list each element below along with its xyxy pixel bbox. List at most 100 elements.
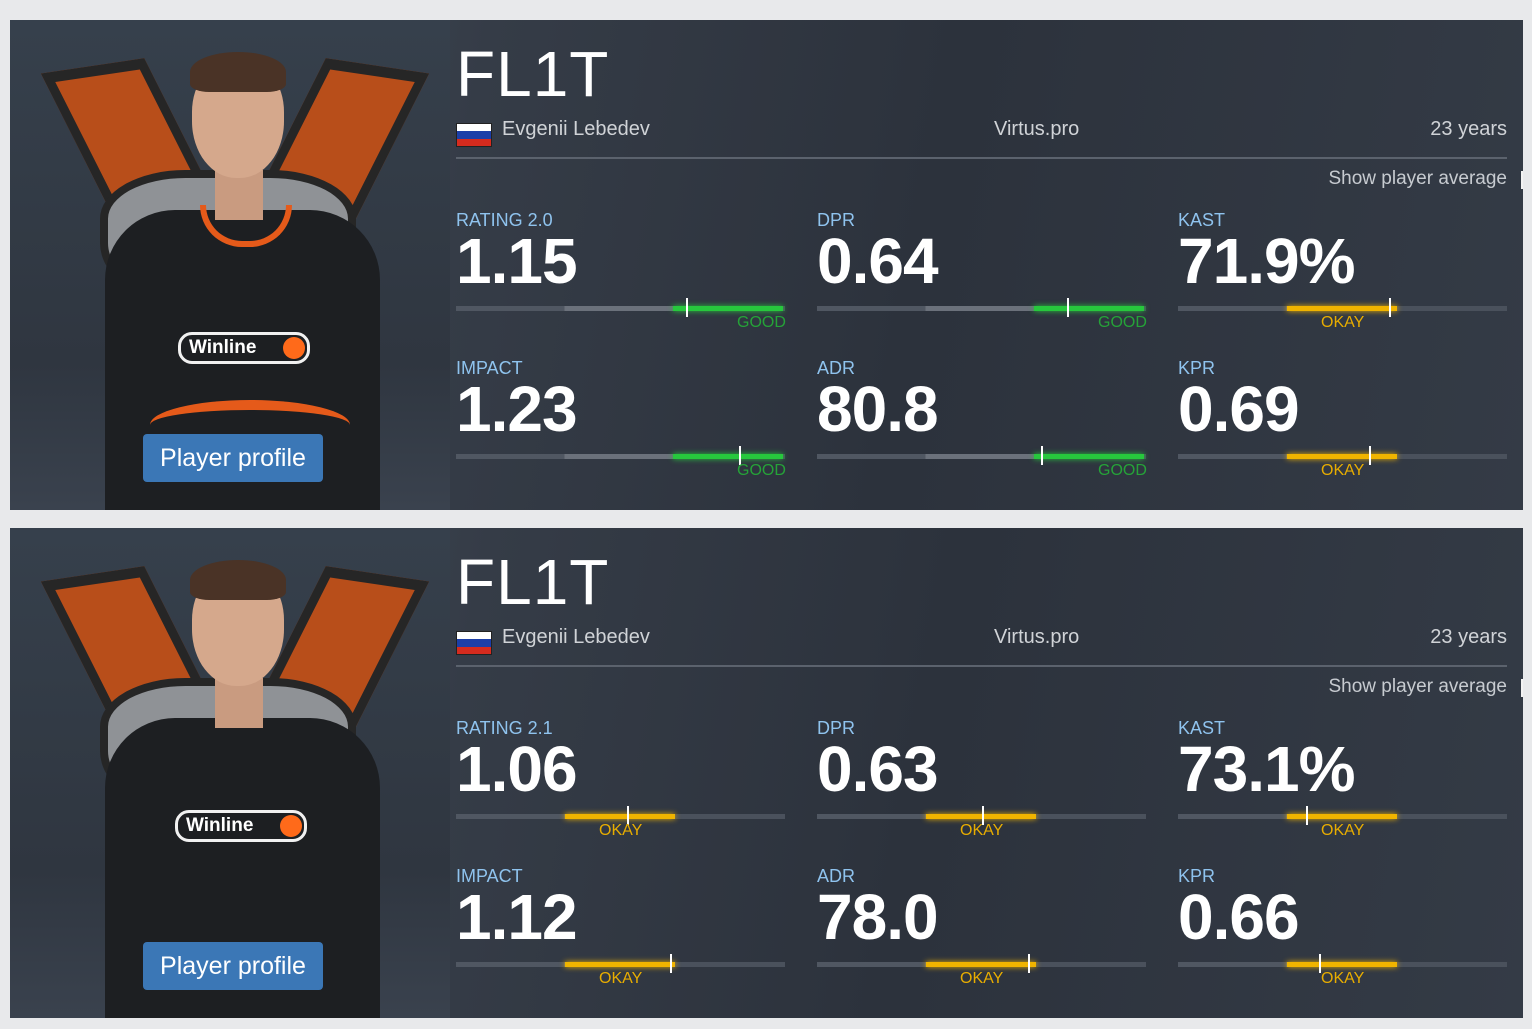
shirt-sponsor-logo: Winline: [175, 810, 307, 842]
stat-rating-bar: [817, 954, 1146, 973]
stat-marker: [981, 806, 984, 825]
player-card: Winline Player profile FL1T Evgenii Lebe…: [10, 528, 1523, 1018]
player-real-name: Evgenii Lebedev: [502, 118, 650, 140]
stat-value: 0.66: [1178, 881, 1300, 953]
shirt-swoosh: [150, 400, 350, 450]
show-player-average-toggle[interactable]: Show player average: [1329, 676, 1523, 698]
stat-rating-bar: [817, 806, 1146, 825]
stat-label: RATING 2.0: [456, 210, 553, 230]
show-average-checkbox[interactable]: [1521, 171, 1523, 189]
stat-value: 0.64: [817, 225, 939, 297]
stat-label: KAST: [1178, 718, 1226, 738]
stat-impact: IMPACT 1.23 GOOD: [456, 358, 786, 488]
stat-value: 0.69: [1178, 373, 1300, 445]
stat-kast: KAST 71.9% OKAY: [1178, 210, 1507, 340]
stat-marker: [1388, 298, 1391, 317]
player-team-link[interactable]: Virtus.pro: [994, 118, 1080, 140]
stat-rating-bar: [456, 298, 785, 317]
stat-value: 1.23: [456, 373, 578, 445]
stat-rating-bar: [456, 806, 785, 825]
stat-value: 73.1%: [1178, 733, 1355, 805]
stat-adr: ADR 80.8 GOOD: [817, 358, 1147, 488]
stat-rating-text: OKAY: [599, 822, 643, 839]
player-age: 23 years: [1430, 118, 1507, 140]
player-age: 23 years: [1430, 626, 1507, 648]
stat-marker: [1067, 298, 1070, 317]
stat-kast: KAST 73.1% OKAY: [1178, 718, 1507, 848]
player-nickname: FL1T: [456, 546, 610, 618]
show-average-checkbox[interactable]: [1521, 679, 1523, 697]
stat-label: ADR: [817, 866, 856, 886]
player-info-line: Evgenii Lebedev Virtus.pro 23 years: [456, 115, 1507, 159]
stat-rating-text: GOOD: [1098, 462, 1147, 479]
stat-rating-text: OKAY: [599, 970, 643, 987]
stat-kpr: KPR 0.69 OKAY: [1178, 358, 1507, 488]
stat-rating-bar: [456, 954, 785, 973]
stat-rating-text: GOOD: [737, 314, 786, 331]
stat-marker: [1040, 446, 1043, 465]
stat-label: IMPACT: [456, 358, 523, 378]
stat-rating-bar: [1178, 954, 1507, 973]
rating-segment: [1286, 306, 1397, 311]
stat-kpr: KPR 0.66 OKAY: [1178, 866, 1507, 996]
stat-rating-bar: [456, 446, 785, 465]
shirt-sponsor-logo: Winline: [178, 332, 310, 364]
rating-segment: [564, 962, 675, 967]
rating-segment: [564, 814, 675, 819]
player-team-link[interactable]: Virtus.pro: [994, 626, 1080, 648]
stat-rating-text: OKAY: [1321, 314, 1365, 331]
stat-rating-bar: [1178, 446, 1507, 465]
stat-rating-2-1: RATING 2.1 1.06 OKAY: [456, 718, 785, 848]
stat-rating-bar: [817, 446, 1146, 465]
rating-segment: [673, 306, 784, 311]
stat-adr: ADR 78.0 OKAY: [817, 866, 1146, 996]
player-profile-button[interactable]: Player profile: [143, 942, 323, 990]
stat-rating-text: OKAY: [1321, 970, 1365, 987]
stat-marker: [1319, 954, 1322, 973]
stat-rating-text: OKAY: [960, 970, 1004, 987]
stat-impact: IMPACT 1.12 OKAY: [456, 866, 785, 996]
stat-label: ADR: [817, 358, 856, 378]
stat-rating-bar: [1178, 298, 1507, 317]
stat-dpr: DPR 0.63 OKAY: [817, 718, 1146, 848]
stat-marker: [686, 298, 689, 317]
stat-label: IMPACT: [456, 866, 523, 886]
player-neck: [215, 678, 263, 728]
rating-segment: [1286, 454, 1397, 459]
rating-segment: [1286, 962, 1397, 967]
stat-value: 1.15: [456, 225, 578, 297]
stat-value: 80.8: [817, 373, 939, 445]
stat-marker: [1027, 954, 1030, 973]
player-info-line: Evgenii Lebedev Virtus.pro 23 years: [456, 623, 1507, 667]
player-hair: [190, 560, 286, 600]
stat-value: 1.06: [456, 733, 578, 805]
russia-flag-icon: [456, 631, 492, 655]
stat-label: KPR: [1178, 866, 1216, 886]
stat-rating-text: GOOD: [737, 462, 786, 479]
rating-segment: [673, 454, 784, 459]
stat-rating-text: OKAY: [1321, 462, 1365, 479]
stat-marker: [1368, 446, 1371, 465]
player-card: Winline Player profile FL1T Evgenii Lebe…: [10, 20, 1523, 510]
stat-rating-bar: [817, 298, 1146, 317]
player-photo: Winline Player profile: [10, 20, 450, 510]
player-photo: Winline Player profile: [10, 528, 450, 1018]
show-player-average-toggle[interactable]: Show player average: [1328, 168, 1523, 190]
stat-rating-text: OKAY: [1321, 822, 1365, 839]
stat-value: 78.0: [817, 881, 939, 953]
stat-rating-bar: [1178, 806, 1507, 825]
rating-segment: [925, 962, 1036, 967]
player-real-name: Evgenii Lebedev: [502, 626, 650, 648]
stat-label: KAST: [1178, 210, 1226, 230]
stat-value: 1.12: [456, 881, 578, 953]
player-nickname: FL1T: [456, 38, 610, 110]
russia-flag-icon: [456, 123, 492, 147]
stat-rating-text: OKAY: [960, 822, 1004, 839]
player-profile-button[interactable]: Player profile: [143, 434, 323, 482]
rating-segment: [1034, 454, 1145, 459]
show-average-label: Show player average: [1328, 168, 1508, 189]
rating-segment: [1034, 306, 1145, 311]
stat-rating-text: GOOD: [1098, 314, 1147, 331]
stat-value: 71.9%: [1178, 225, 1355, 297]
stat-marker: [669, 954, 672, 973]
